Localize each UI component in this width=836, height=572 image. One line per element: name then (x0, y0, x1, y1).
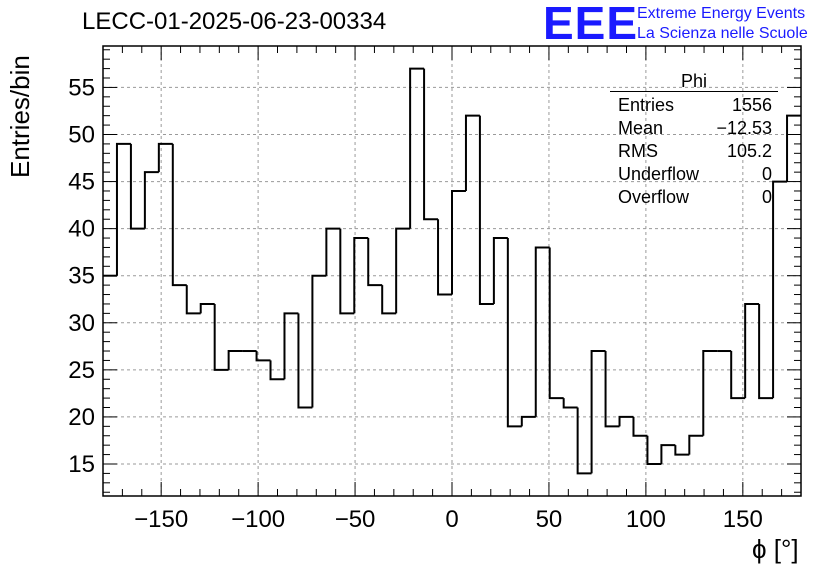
stats-label: Underflow (618, 164, 700, 184)
histogram-bin (618, 415, 634, 427)
logo-line-1: Extreme Energy Events (637, 5, 806, 22)
y-tick-label: 25 (68, 357, 95, 384)
histogram-bin (478, 115, 494, 305)
x-tick-label: 150 (723, 506, 763, 533)
histogram-bin (702, 350, 718, 436)
histogram-bin (786, 114, 801, 182)
x-tick-label: −100 (231, 506, 285, 533)
histogram-bin (311, 274, 327, 408)
stats-label: RMS (618, 141, 658, 161)
stats-value: 0 (761, 164, 772, 184)
logo-line-2: La Scienza nelle Scuole (637, 25, 808, 42)
y-tick-label: 40 (68, 216, 95, 243)
histogram-bin (129, 143, 145, 230)
histogram-bin (464, 114, 480, 191)
stats-row-mean: Mean −12.53 (610, 117, 778, 140)
stats-value: −12.53 (716, 118, 772, 138)
histogram-bin (758, 303, 774, 400)
histogram-bin (534, 246, 550, 417)
stats-box: Phi Entries 1556 Mean −12.53 RMS 105.2 Unde… (610, 71, 778, 209)
y-tick-label: 20 (68, 404, 95, 431)
y-tick-label: 35 (68, 263, 95, 290)
y-tick-label: 30 (68, 310, 95, 337)
histogram-bin (423, 68, 439, 221)
stats-row-overflow: Overflow 0 (610, 186, 778, 209)
histogram-bin (199, 302, 215, 314)
y-tick-label: 15 (68, 451, 95, 478)
histogram-bin (590, 350, 606, 474)
histogram-bin (548, 247, 564, 400)
stats-row-entries: Entries 1556 (610, 94, 778, 117)
histogram-bin (576, 407, 592, 475)
histogram-bin (409, 67, 425, 229)
histogram-bin (437, 219, 452, 296)
x-tick-label: 50 (536, 506, 563, 533)
histogram-bin (143, 171, 159, 229)
x-tick-label: 0 (445, 506, 458, 533)
histogram-bin (157, 142, 173, 173)
stats-label: Mean (618, 118, 664, 138)
histogram-bin (171, 143, 187, 287)
histogram-bin (632, 416, 648, 437)
stats-value: 1556 (731, 95, 772, 115)
histogram-bin (283, 312, 299, 380)
histogram-bin (297, 313, 313, 409)
plot-title: LECC-01-2025-06-23-00334 (82, 8, 387, 35)
x-tick-label: −150 (134, 506, 188, 533)
histogram-bin (520, 415, 536, 427)
x-tick-label: 100 (626, 506, 666, 533)
histogram-bin (674, 445, 690, 456)
histogram-bin (506, 238, 522, 428)
histogram-bin (115, 142, 131, 276)
histogram-bin (185, 285, 201, 315)
histogram-bin (269, 360, 285, 381)
histogram-bin (730, 351, 746, 400)
histogram-bin (744, 302, 760, 399)
histogram-bin (688, 434, 704, 455)
stats-label: Entries (618, 95, 675, 115)
x-tick-label: −50 (335, 506, 376, 533)
histogram-bin (604, 351, 620, 428)
histogram-bin (395, 227, 411, 314)
histogram-bin (562, 398, 578, 409)
stats-label: Overflow (618, 187, 690, 207)
histogram-bin (339, 228, 355, 315)
histogram-bin (772, 180, 788, 399)
histogram-bin (353, 237, 369, 314)
eee-logo: EEE (543, 0, 639, 49)
histogram-bin (213, 303, 229, 371)
histogram-bin (367, 238, 383, 287)
stats-value: 0 (761, 187, 772, 207)
histogram-bin (255, 351, 271, 362)
histogram-bin (646, 435, 662, 465)
x-axis-label: ϕ [°] (752, 534, 799, 564)
histogram-bin (325, 227, 341, 276)
stats-title: Phi (610, 71, 778, 92)
y-tick-label: 45 (68, 169, 95, 196)
stats-row-rms: RMS 105.2 (610, 140, 778, 163)
y-axis-label: Entries/bin (5, 55, 35, 178)
y-tick-label: 50 (68, 121, 95, 148)
histogram-bin (451, 189, 466, 295)
histogram-bin (492, 237, 508, 304)
histogram-bin (227, 350, 243, 370)
histogram-bin (660, 444, 676, 464)
histogram-bin (381, 285, 397, 315)
y-tick-label: 55 (68, 74, 95, 101)
stats-row-underflow: Underflow 0 (610, 163, 778, 186)
stats-value: 105.2 (726, 141, 772, 161)
